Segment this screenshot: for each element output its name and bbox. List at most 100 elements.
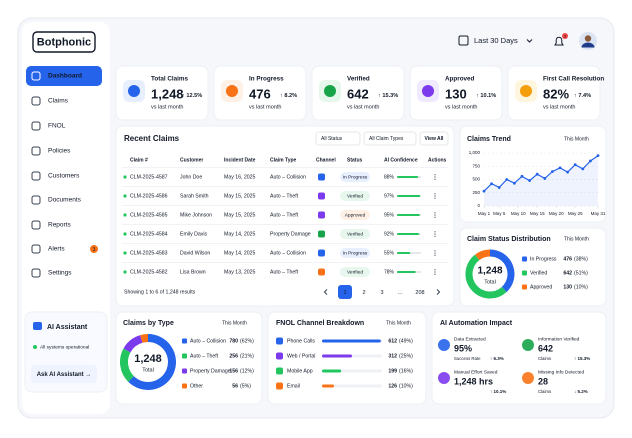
- channel-icon: [276, 382, 283, 390]
- row-dot: [123, 175, 127, 179]
- period-selector[interactable]: This Month: [222, 320, 247, 326]
- period-selector[interactable]: This Month: [564, 136, 589, 142]
- channel-bar: [322, 369, 342, 373]
- status-pill: [340, 229, 370, 239]
- page-active[interactable]: [338, 285, 352, 299]
- impact-sub: Success Rate: [454, 356, 481, 361]
- line-point: [543, 177, 547, 180]
- actions-dot: [434, 252, 436, 254]
- kpi-card: [213, 65, 307, 121]
- nav-item[interactable]: Alerts: [48, 246, 65, 253]
- kpi-change: ↑ 7.4%: [574, 93, 591, 99]
- period-selector[interactable]: This Month: [564, 236, 589, 242]
- status: Verified: [347, 194, 363, 200]
- confidence-label: 92%: [384, 231, 395, 237]
- nav-item[interactable]: Claims: [48, 98, 69, 105]
- channel-value: 612: [388, 338, 397, 344]
- alerts-badge: [90, 245, 98, 253]
- y-tick-label: 250: [472, 190, 480, 195]
- claim-type: Auto – Theft: [270, 269, 299, 275]
- nav-item[interactable]: FNOL: [48, 123, 66, 130]
- column-header: Actions: [428, 157, 447, 163]
- bell-icon[interactable]: [554, 36, 564, 46]
- legend-percent: (38%): [574, 256, 588, 262]
- assistant-button[interactable]: [31, 365, 97, 383]
- kpi-change: ↑ 8.2%: [280, 93, 297, 99]
- nav-item[interactable]: Settings: [48, 270, 72, 277]
- kpi-change: ↑ 12.5%: [182, 93, 202, 99]
- view-all-button[interactable]: [419, 131, 449, 146]
- filter-label[interactable]: All Claim Types: [369, 136, 404, 142]
- kpi-note: vs last month: [249, 104, 281, 110]
- page-number[interactable]: 1: [343, 290, 346, 296]
- claims-trend-card: [459, 125, 607, 223]
- actions-dot: [434, 193, 436, 195]
- assistant-button-label[interactable]: Ask AI Assistant →: [37, 372, 92, 378]
- channel-value: 126: [388, 383, 397, 389]
- line-point: [581, 167, 585, 171]
- column-header: Claim #: [130, 157, 148, 163]
- kpi-card: [115, 65, 209, 121]
- actions-dot: [434, 212, 436, 214]
- legend-swatch: [182, 338, 187, 344]
- kpi-icon: [422, 85, 434, 97]
- page-next[interactable]: [436, 289, 441, 295]
- nav-icon: [31, 171, 41, 181]
- impact-value: 28: [538, 376, 548, 386]
- nav-item[interactable]: Policies: [48, 148, 71, 155]
- status-pill: [340, 248, 370, 258]
- channel-icon: [318, 268, 325, 276]
- incident-date: May 16, 2025: [224, 174, 256, 180]
- logo-box: [32, 31, 96, 53]
- kpi-title: In Progress: [249, 76, 284, 83]
- impact-value: 1,248 hrs: [454, 376, 493, 386]
- actions-dot: [434, 197, 436, 199]
- nav-item[interactable]: Documents: [48, 197, 82, 204]
- page-number[interactable]: 2: [362, 290, 365, 296]
- kpi-title: Verified: [347, 76, 370, 83]
- row-dot: [123, 232, 127, 236]
- nav-item[interactable]: Reports: [48, 222, 72, 229]
- filter-label[interactable]: All Status: [321, 136, 343, 142]
- line-point: [551, 170, 554, 173]
- nav-icon: [31, 96, 41, 106]
- legend-value: 56: [232, 383, 238, 389]
- channel-bar: [322, 384, 334, 388]
- channel-bar: [322, 339, 381, 343]
- nav-icon: [31, 220, 41, 230]
- filter[interactable]: [315, 131, 361, 146]
- channel-name: Web / Portal: [287, 353, 315, 359]
- recent-claims-card: [115, 125, 455, 307]
- line-point: [513, 181, 516, 185]
- page-prev[interactable]: [323, 289, 328, 295]
- date-range[interactable]: Last 30 Days: [474, 36, 518, 45]
- actions-dot: [434, 214, 436, 216]
- actions-dot: [434, 233, 436, 235]
- page-number[interactable]: ...: [398, 290, 403, 296]
- period-selector[interactable]: This Month: [386, 320, 411, 326]
- incident-date: May 14, 2025: [224, 231, 256, 237]
- legend-swatch: [522, 270, 527, 276]
- filter[interactable]: [363, 131, 417, 146]
- impact-title: Data Extracted: [454, 336, 486, 342]
- page-number[interactable]: 3: [380, 290, 383, 296]
- impact-icon: [522, 339, 534, 351]
- page-number[interactable]: 208: [415, 290, 424, 296]
- impact-value: 95%: [454, 343, 472, 353]
- line-point: [589, 159, 592, 163]
- view-all[interactable]: View All: [425, 136, 445, 142]
- nav-item[interactable]: Dashboard: [48, 73, 82, 80]
- legend-name: Property Damage: [190, 368, 231, 374]
- impact-change: ↑ 10.1%: [490, 389, 506, 394]
- legend-name: Verified: [530, 270, 547, 276]
- donut-segment: [489, 249, 515, 293]
- line-point: [558, 166, 562, 170]
- nav-item[interactable]: Customers: [48, 173, 80, 180]
- legend-percent: (21%): [240, 353, 254, 359]
- line-area: [484, 155, 598, 206]
- kpi-note: vs last month: [151, 104, 183, 110]
- impact-sub: Claims: [538, 356, 551, 361]
- confidence-label: 78%: [384, 269, 395, 275]
- y-tick-label: 500: [472, 177, 480, 182]
- status-pill: [340, 172, 370, 182]
